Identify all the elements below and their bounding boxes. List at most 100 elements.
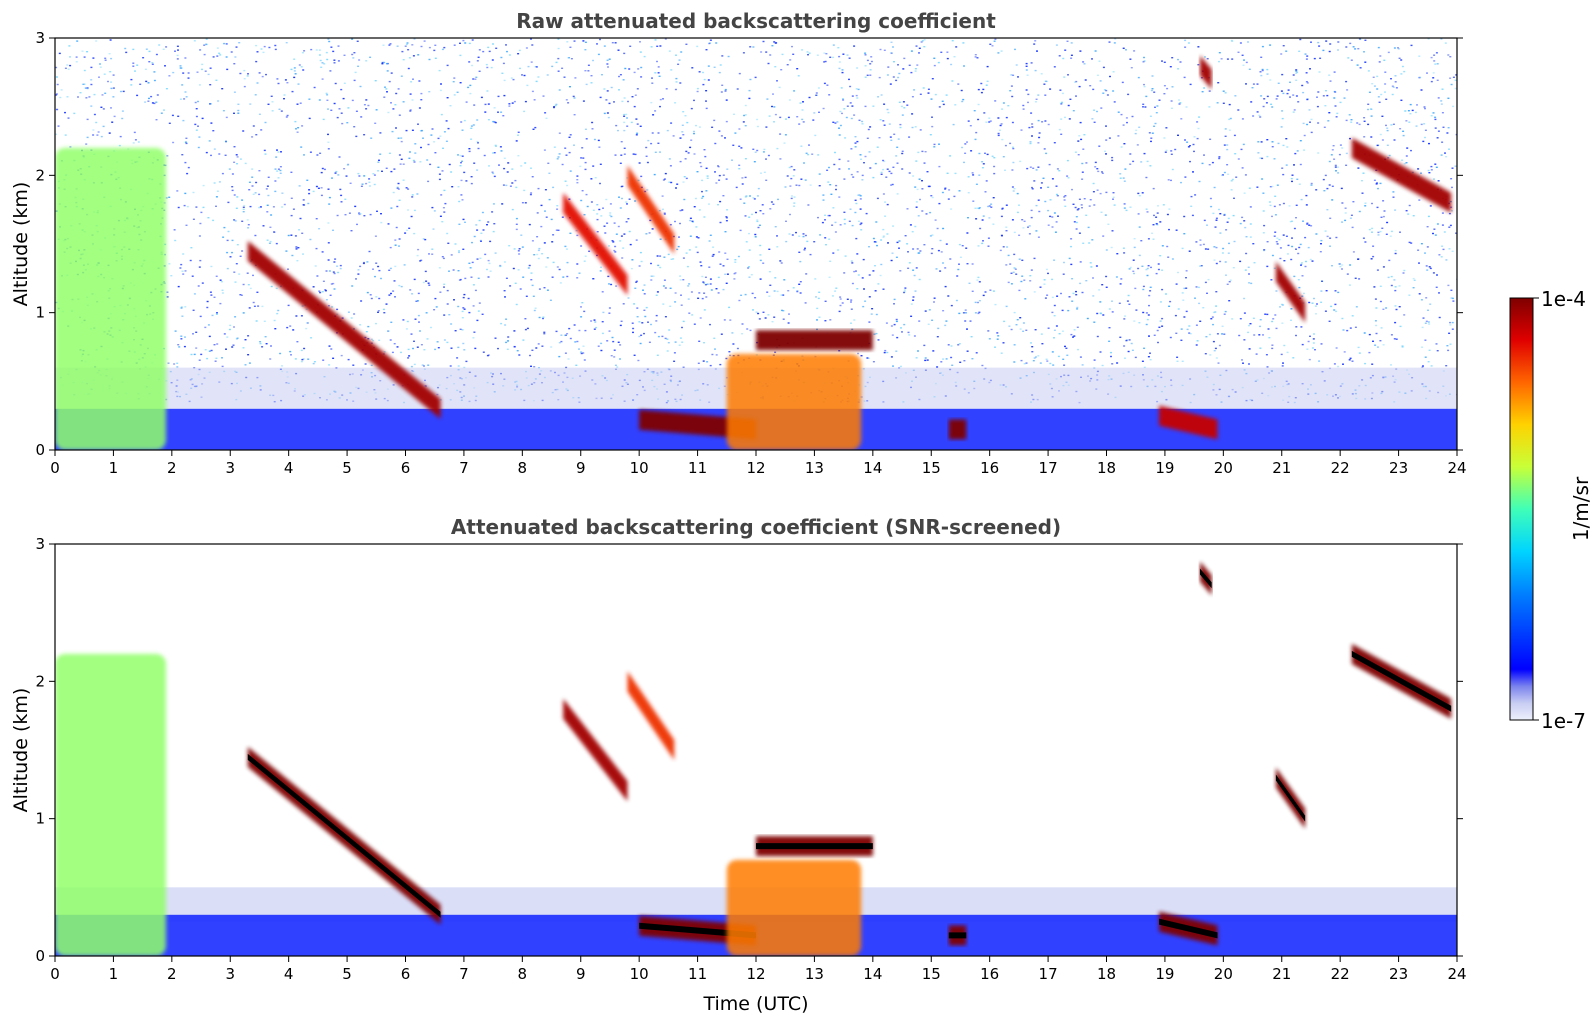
noise-speckle xyxy=(629,45,632,47)
noise-speckle xyxy=(868,321,871,323)
noise-speckle xyxy=(1049,362,1052,365)
noise-speckle xyxy=(1129,266,1132,269)
noise-speckle xyxy=(327,133,329,136)
noise-speckle xyxy=(1441,141,1444,143)
noise-speckle xyxy=(1133,320,1136,322)
noise-speckle xyxy=(611,336,614,339)
noise-speckle xyxy=(83,56,86,58)
noise-speckle xyxy=(228,168,231,170)
noise-speckle xyxy=(628,230,631,233)
noise-speckle xyxy=(1005,305,1008,308)
noise-speckle xyxy=(747,267,750,269)
noise-speckle xyxy=(110,81,113,83)
noise-speckle xyxy=(132,65,135,67)
noise-speckle xyxy=(1161,288,1164,291)
noise-speckle xyxy=(407,49,410,51)
noise-speckle xyxy=(397,88,400,90)
noise-speckle xyxy=(547,162,550,164)
noise-speckle xyxy=(1157,268,1160,271)
noise-speckle xyxy=(657,72,660,74)
noise-speckle xyxy=(408,57,411,59)
noise-speckle xyxy=(1204,353,1207,355)
noise-speckle xyxy=(538,316,541,319)
noise-speckle xyxy=(381,63,384,65)
noise-speckle xyxy=(1185,310,1188,313)
noise-speckle xyxy=(1105,153,1107,155)
noise-speckle xyxy=(725,216,728,218)
noise-speckle xyxy=(843,211,846,213)
noise-speckle xyxy=(1112,192,1115,194)
noise-speckle xyxy=(1215,246,1218,249)
noise-speckle xyxy=(818,173,821,175)
noise-speckle xyxy=(1020,359,1023,362)
noise-speckle xyxy=(493,223,496,225)
noise-speckle xyxy=(1062,358,1065,360)
noise-speckle xyxy=(172,141,175,144)
noise-speckle xyxy=(1371,231,1373,233)
noise-speckle xyxy=(982,294,985,297)
noise-speckle xyxy=(725,357,728,360)
noise-speckle xyxy=(1085,162,1088,164)
noise-speckle xyxy=(448,314,451,316)
noise-speckle xyxy=(850,301,852,303)
noise-speckle xyxy=(711,126,714,128)
noise-speckle xyxy=(1206,224,1208,226)
noise-speckle xyxy=(1243,312,1246,314)
noise-speckle xyxy=(921,40,924,42)
noise-speckle xyxy=(1293,164,1295,166)
noise-speckle xyxy=(1449,77,1452,79)
noise-speckle xyxy=(1056,193,1058,196)
noise-speckle xyxy=(174,239,177,242)
noise-speckle xyxy=(297,247,300,249)
noise-speckle xyxy=(583,214,586,216)
noise-speckle xyxy=(892,46,894,48)
noise-speckle xyxy=(944,187,947,189)
noise-speckle xyxy=(921,188,924,190)
noise-speckle xyxy=(542,95,545,97)
noise-speckle xyxy=(225,348,227,350)
noise-speckle xyxy=(1239,318,1242,320)
noise-speckle xyxy=(789,213,791,216)
noise-speckle xyxy=(529,354,531,357)
noise-speckle xyxy=(841,71,844,74)
noise-speckle xyxy=(1345,119,1348,122)
noise-speckle xyxy=(759,254,762,256)
noise-speckle xyxy=(576,175,579,177)
noise-speckle xyxy=(882,159,885,162)
noise-speckle xyxy=(305,308,308,310)
noise-speckle xyxy=(499,265,502,268)
noise-speckle xyxy=(468,262,471,264)
noise-speckle xyxy=(982,163,985,165)
noise-speckle xyxy=(223,226,226,229)
noise-speckle xyxy=(374,235,377,237)
noise-speckle xyxy=(409,110,412,112)
noise-speckle xyxy=(652,275,655,277)
noise-speckle xyxy=(697,237,700,239)
noise-speckle xyxy=(964,143,967,145)
noise-speckle xyxy=(1207,248,1210,250)
noise-speckle xyxy=(734,272,737,274)
noise-speckle xyxy=(1148,304,1150,307)
noise-speckle xyxy=(576,340,579,343)
noise-speckle xyxy=(200,353,203,356)
noise-speckle xyxy=(1281,73,1284,76)
noise-speckle xyxy=(531,349,534,351)
noise-speckle xyxy=(1051,311,1054,314)
noise-speckle xyxy=(738,145,741,147)
noise-speckle xyxy=(378,269,381,272)
noise-speckle xyxy=(353,126,356,128)
noise-speckle xyxy=(377,170,380,172)
noise-speckle xyxy=(659,45,662,47)
noise-speckle xyxy=(669,287,672,289)
noise-speckle xyxy=(1335,116,1338,118)
noise-speckle xyxy=(1124,357,1126,359)
noise-speckle xyxy=(953,195,956,198)
noise-speckle xyxy=(322,118,325,121)
noise-speckle xyxy=(949,258,952,260)
noise-speckle xyxy=(1307,340,1310,343)
noise-speckle xyxy=(497,111,499,113)
noise-speckle xyxy=(746,328,749,330)
noise-speckle xyxy=(765,158,767,160)
noise-speckle xyxy=(1157,205,1159,207)
noise-speckle xyxy=(1171,57,1174,59)
